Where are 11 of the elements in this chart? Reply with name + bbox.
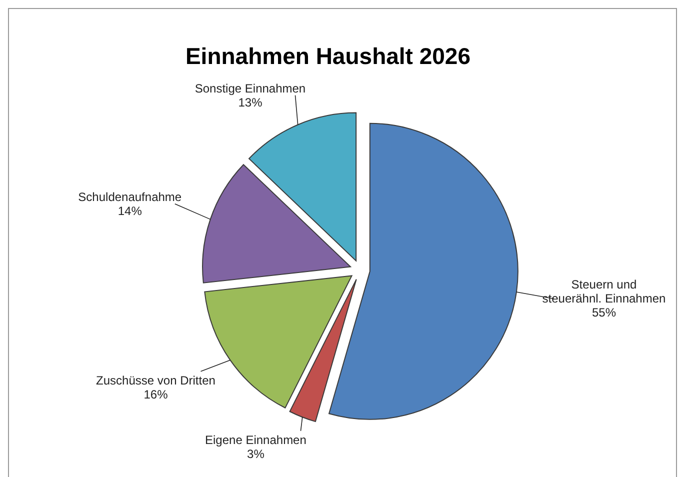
slice-label: Eigene Einnahmen	[205, 432, 306, 447]
chart-title: Einnahmen Haushalt 2026	[185, 43, 471, 69]
data-label: 13%	[238, 95, 263, 110]
data-label: 16%	[144, 387, 168, 402]
data-label: 14%	[118, 204, 142, 218]
data-label: 55%	[592, 306, 616, 320]
slice-label: Sonstige Einnahmen	[194, 81, 306, 96]
slice-label: Steuern und steuerähnl. Einnahmen	[542, 278, 666, 306]
slice-label: Zuschüsse von Dritten	[96, 373, 216, 388]
data-label: 3%	[247, 446, 265, 461]
slice-label: Schuldenaufnahme	[78, 190, 182, 204]
